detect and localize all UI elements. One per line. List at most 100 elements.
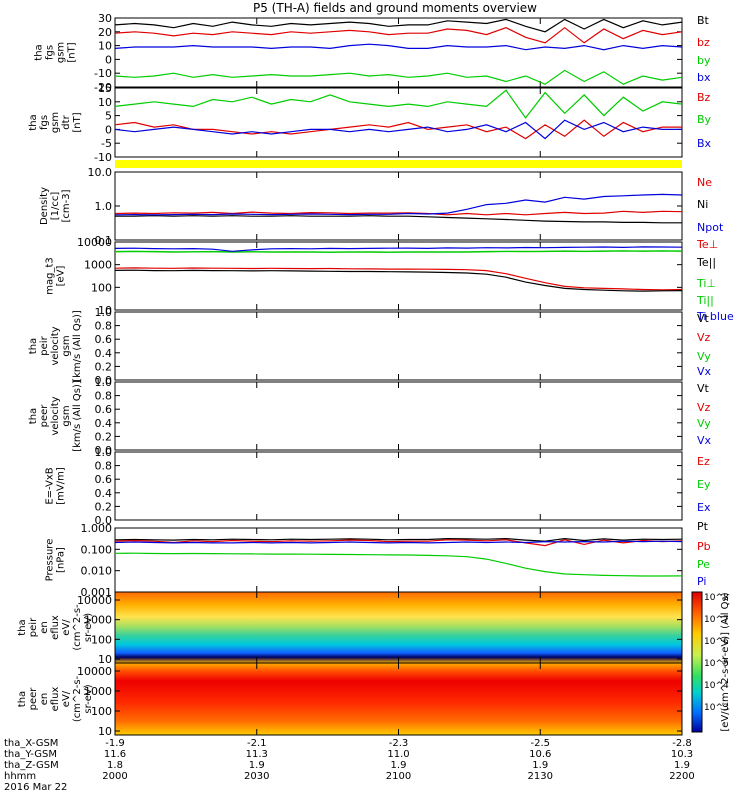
spectrogram <box>115 663 682 735</box>
series-Pi <box>114 540 683 544</box>
quality-flag-bar <box>115 160 682 168</box>
orbit-tick-label: -1.9 <box>105 738 125 749</box>
y-axis-label: (cm^2-s- <box>72 675 83 722</box>
orbit-row-label: tha_Z-GSM <box>4 760 59 771</box>
y-axis-label: tha <box>28 114 39 130</box>
colorbar-scale <box>691 591 703 733</box>
y-axis-label: mag_t3 <box>45 257 56 295</box>
legend-Pe: Pe <box>697 558 710 571</box>
colorbar-tick: 10^4 <box>704 681 729 691</box>
y-axis-label: fgs <box>39 115 50 130</box>
series-Bt <box>114 18 683 33</box>
y-tick-label: 10000 <box>77 236 112 249</box>
series-Pt <box>114 537 683 542</box>
y-axis-label: peer <box>39 404 50 428</box>
orbit-tick-label: 1.9 <box>532 760 548 771</box>
y-tick-label: 0.4 <box>95 347 113 360</box>
series-Te|| <box>114 269 683 292</box>
orbit-tick-label: 10.3 <box>671 749 693 760</box>
panel-frame <box>114 527 683 593</box>
y-tick-label: 10000 <box>77 594 112 607</box>
figure-title: P5 (TH-A) fields and ground moments over… <box>253 1 537 15</box>
legend-Ti blue: Ti blue <box>696 310 734 323</box>
y-tick-label: 100 <box>91 281 112 294</box>
orbit-tick-label: 1.8 <box>107 760 123 771</box>
legend-Bt: Bt <box>697 14 710 27</box>
y-axis-label: gsm <box>61 335 72 356</box>
legend-Pi: Pi <box>697 575 706 588</box>
y-tick-label: 10 <box>98 96 112 109</box>
y-axis-label: en <box>39 621 50 634</box>
y-axis-label: fgs <box>45 45 56 60</box>
panel-frame <box>114 87 683 158</box>
orbit-row-label: tha_X-GSM <box>4 738 58 749</box>
y-tick-label: 0.8 <box>95 390 113 403</box>
orbit-tick-label: 2130 <box>528 771 553 782</box>
legend-Vy: Vy <box>697 350 711 363</box>
orbit-tick-label: 2030 <box>244 771 269 782</box>
y-axis-label: [nPa] <box>56 547 67 573</box>
y-tick-label: 20 <box>98 26 112 39</box>
legend-Ni: Ni <box>697 198 708 211</box>
legend-Pb: Pb <box>697 540 711 553</box>
y-tick-label: 10000 <box>77 665 112 678</box>
y-tick-label: 0.010 <box>81 565 113 578</box>
legend-Te⊥: Te⊥ <box>696 238 718 251</box>
colorbar-label: [eV/(cm^2-s-sr-eV)] (All Qs) <box>720 592 731 731</box>
y-axis-label: [eV] <box>56 266 67 287</box>
y-axis-label: en <box>39 693 50 706</box>
y-axis-label: tha <box>17 619 28 635</box>
y-axis-label: tha <box>28 338 39 354</box>
legend-Vt: Vt <box>697 312 710 325</box>
colorbar-tick: 10^8 <box>704 593 729 603</box>
y-tick-label: 10.0 <box>88 166 113 179</box>
legend-bx: bx <box>697 71 711 84</box>
legend-Pt: Pt <box>697 520 709 533</box>
orbit-tick-label: 11.0 <box>387 749 409 760</box>
y-tick-label: 0.2 <box>95 500 113 513</box>
y-axis-label: peer <box>28 687 39 711</box>
orbit-tick-label: 11.6 <box>104 749 126 760</box>
y-axis-label: Pressure <box>45 539 56 582</box>
y-axis-label: [cm-3] <box>61 189 72 222</box>
y-tick-label: 0.6 <box>95 473 113 486</box>
y-axis-label: eflux <box>50 687 61 712</box>
orbit-tick-label: 1.9 <box>391 760 407 771</box>
legend-Vz: Vz <box>697 401 711 414</box>
y-tick-label: 0.0 <box>95 374 113 387</box>
legend-Bx: Bx <box>697 137 712 150</box>
y-tick-label: -10 <box>94 67 112 80</box>
panel-frame <box>114 381 683 451</box>
legend-Vy: Vy <box>697 417 711 430</box>
y-axis-label: [1/cc] <box>50 192 61 221</box>
legend-Ey: Ey <box>697 478 711 491</box>
panel-frame <box>114 451 683 521</box>
orbit-row-label: 2016 Mar 22 <box>4 782 67 793</box>
y-tick-label: 0 <box>105 53 112 66</box>
y-tick-label: 100 <box>91 633 112 646</box>
series-Pb <box>114 539 683 547</box>
y-axis-label: sr-eV) <box>83 684 94 713</box>
y-axis-label: gsm <box>61 405 72 426</box>
orbit-row-label: tha_Y-GSM <box>4 749 57 760</box>
y-axis-label: tha <box>28 408 39 424</box>
y-tick-label: 0.001 <box>81 586 113 599</box>
series-Bz <box>114 119 682 140</box>
y-tick-label: 0.100 <box>81 543 113 556</box>
series-Npot <box>114 193 683 216</box>
y-tick-label: 10 <box>98 725 112 738</box>
colorbar-tick: 10^7 <box>704 615 729 625</box>
orbit-tick-label: -2.1 <box>247 738 267 749</box>
y-tick-label: 1000 <box>84 259 112 272</box>
y-tick-label: 1000 <box>84 685 112 698</box>
series-bz <box>114 26 683 44</box>
y-tick-label: 10 <box>98 40 112 53</box>
legend-Vx: Vx <box>697 365 712 378</box>
y-tick-label: 0.8 <box>95 460 113 473</box>
y-tick-label: 1.000 <box>81 522 113 535</box>
series-bx <box>114 43 683 51</box>
y-tick-label: 0.4 <box>95 417 113 430</box>
y-axis-label: [km/s (All Qs)] <box>72 310 83 382</box>
